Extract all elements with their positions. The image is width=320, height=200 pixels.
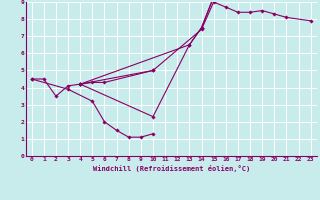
X-axis label: Windchill (Refroidissement éolien,°C): Windchill (Refroidissement éolien,°C) <box>92 165 250 172</box>
